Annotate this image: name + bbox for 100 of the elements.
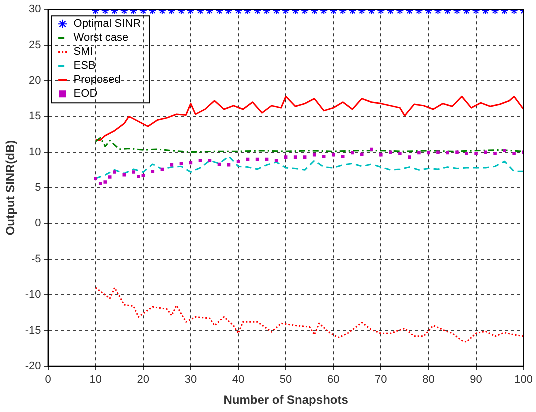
- point: [368, 10, 376, 16]
- point: [418, 151, 421, 155]
- point: [218, 162, 222, 166]
- point: [339, 10, 348, 16]
- point: [92, 10, 100, 16]
- x-tick-label: 20: [137, 374, 150, 386]
- point: [142, 174, 146, 178]
- legend-label: Proposed: [74, 74, 121, 86]
- legend-label: EOD: [74, 88, 98, 100]
- point: [484, 150, 488, 154]
- point: [406, 10, 414, 16]
- y-tick-label: 30: [29, 4, 42, 16]
- y-tick-label: -10: [25, 289, 42, 302]
- point: [510, 10, 518, 16]
- point: [320, 10, 328, 16]
- x-tick-label: 10: [90, 374, 102, 386]
- point: [380, 154, 383, 157]
- y-axis-title: Output SINR(dB): [4, 140, 18, 236]
- point: [160, 168, 164, 172]
- line-series: [95, 137, 524, 154]
- point: [272, 10, 281, 16]
- point: [389, 150, 392, 154]
- x-tick-label: 70: [375, 374, 388, 386]
- point: [294, 156, 298, 159]
- point: [332, 154, 336, 157]
- point: [177, 10, 186, 16]
- point: [137, 174, 140, 178]
- point: [234, 10, 243, 16]
- y-tick-label: 20: [29, 74, 42, 87]
- point: [462, 10, 471, 16]
- x-tick-label: 60: [327, 374, 340, 386]
- point: [189, 161, 193, 165]
- point: [265, 158, 269, 162]
- legend-label: ESB: [74, 60, 96, 72]
- point: [263, 10, 272, 16]
- point: [465, 152, 468, 156]
- point: [415, 10, 424, 16]
- point: [132, 170, 136, 174]
- line-series: [95, 287, 524, 343]
- x-tick-label: 90: [470, 374, 482, 386]
- point: [348, 10, 357, 16]
- point: [444, 10, 452, 16]
- point: [98, 182, 102, 186]
- point: [424, 10, 433, 16]
- point: [274, 159, 278, 163]
- line-series: [95, 156, 524, 180]
- x-tick-label: 50: [280, 374, 292, 386]
- x-tick-label: 100: [514, 374, 534, 386]
- point: [312, 154, 316, 157]
- point: [301, 10, 310, 16]
- point: [120, 10, 128, 16]
- point: [474, 152, 478, 156]
- point: [198, 159, 202, 163]
- x-tick-label: 40: [232, 374, 245, 386]
- point: [472, 10, 480, 16]
- y-tick-label: -20: [25, 360, 42, 372]
- x-tick-label: 0: [45, 374, 52, 386]
- point: [360, 152, 364, 156]
- point: [284, 156, 288, 159]
- point: [196, 10, 204, 16]
- point: [206, 10, 214, 16]
- point: [351, 151, 354, 155]
- point: [148, 10, 157, 16]
- point: [101, 10, 110, 16]
- point: [236, 160, 240, 164]
- point: [322, 154, 326, 158]
- point: [408, 156, 412, 159]
- point: [113, 170, 117, 174]
- point: [110, 10, 119, 16]
- point: [104, 180, 107, 184]
- point: [310, 10, 319, 16]
- point: [170, 164, 174, 167]
- point: [398, 152, 402, 156]
- point: [491, 10, 500, 16]
- point: [256, 158, 260, 162]
- point: [282, 10, 290, 16]
- point: [122, 174, 126, 177]
- point: [427, 151, 430, 155]
- point: [139, 10, 148, 16]
- y-tick-label: -5: [32, 253, 42, 266]
- point: [168, 10, 176, 16]
- point: [227, 164, 231, 167]
- point: [370, 148, 374, 152]
- y-tick-label: 25: [29, 39, 42, 52]
- point: [500, 10, 509, 16]
- point: [330, 10, 338, 16]
- point: [434, 10, 442, 16]
- point: [244, 10, 252, 16]
- point: [303, 156, 307, 159]
- point: [246, 158, 250, 162]
- point: [186, 10, 195, 16]
- point: [108, 176, 112, 179]
- point: [503, 149, 506, 153]
- point: [456, 150, 459, 154]
- point: [180, 162, 184, 166]
- point: [358, 10, 366, 16]
- point: [453, 10, 462, 16]
- point: [94, 177, 98, 180]
- y-tick-label: 15: [29, 110, 42, 123]
- point: [254, 10, 262, 16]
